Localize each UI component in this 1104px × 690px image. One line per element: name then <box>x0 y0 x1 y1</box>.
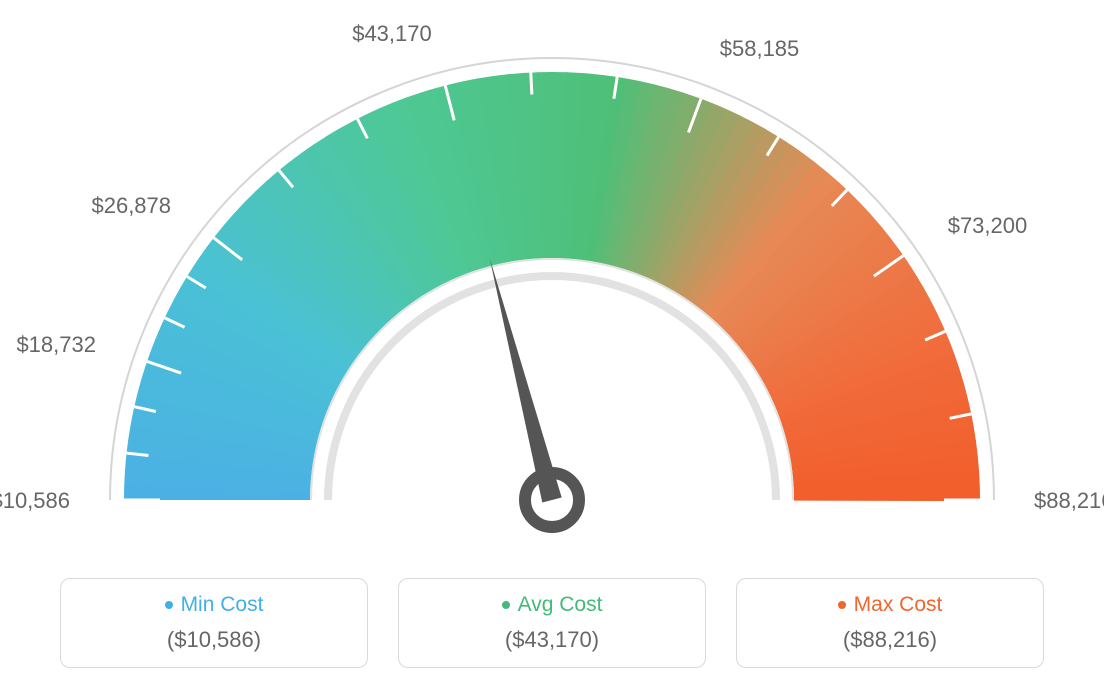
gauge-tick-label: $18,732 <box>0 332 96 358</box>
legend-card-avg: Avg Cost ($43,170) <box>398 578 706 668</box>
legend-value-max: ($88,216) <box>747 627 1033 653</box>
gauge-tick-label: $10,586 <box>0 488 70 514</box>
gauge-svg <box>0 0 1104 560</box>
legend-card-min: Min Cost ($10,586) <box>60 578 368 668</box>
legend-card-max: Max Cost ($88,216) <box>736 578 1044 668</box>
gauge-tick-label: $88,216 <box>1034 488 1104 514</box>
legend-value-min: ($10,586) <box>71 627 357 653</box>
gauge-tick-label: $73,200 <box>948 213 1058 239</box>
dot-icon <box>165 601 173 609</box>
dot-icon <box>838 601 846 609</box>
gauge-tick-label: $43,170 <box>322 21 432 47</box>
gauge-chart: $10,586 $18,732 $26,878 $43,170 $58,185 $73,2… <box>0 0 1104 560</box>
legend-value-avg: ($43,170) <box>409 627 695 653</box>
legend-title-max-text: Max Cost <box>854 593 943 617</box>
legend-title-avg: Avg Cost <box>502 593 603 617</box>
legend-row: Min Cost ($10,586) Avg Cost ($43,170) Ma… <box>60 578 1044 668</box>
gauge-tick-label: $26,878 <box>61 193 171 219</box>
legend-title-avg-text: Avg Cost <box>518 593 603 617</box>
legend-title-max: Max Cost <box>838 593 943 617</box>
gauge-tick-label: $58,185 <box>720 36 830 62</box>
legend-title-min: Min Cost <box>165 593 264 617</box>
dot-icon <box>502 601 510 609</box>
legend-title-min-text: Min Cost <box>181 593 264 617</box>
